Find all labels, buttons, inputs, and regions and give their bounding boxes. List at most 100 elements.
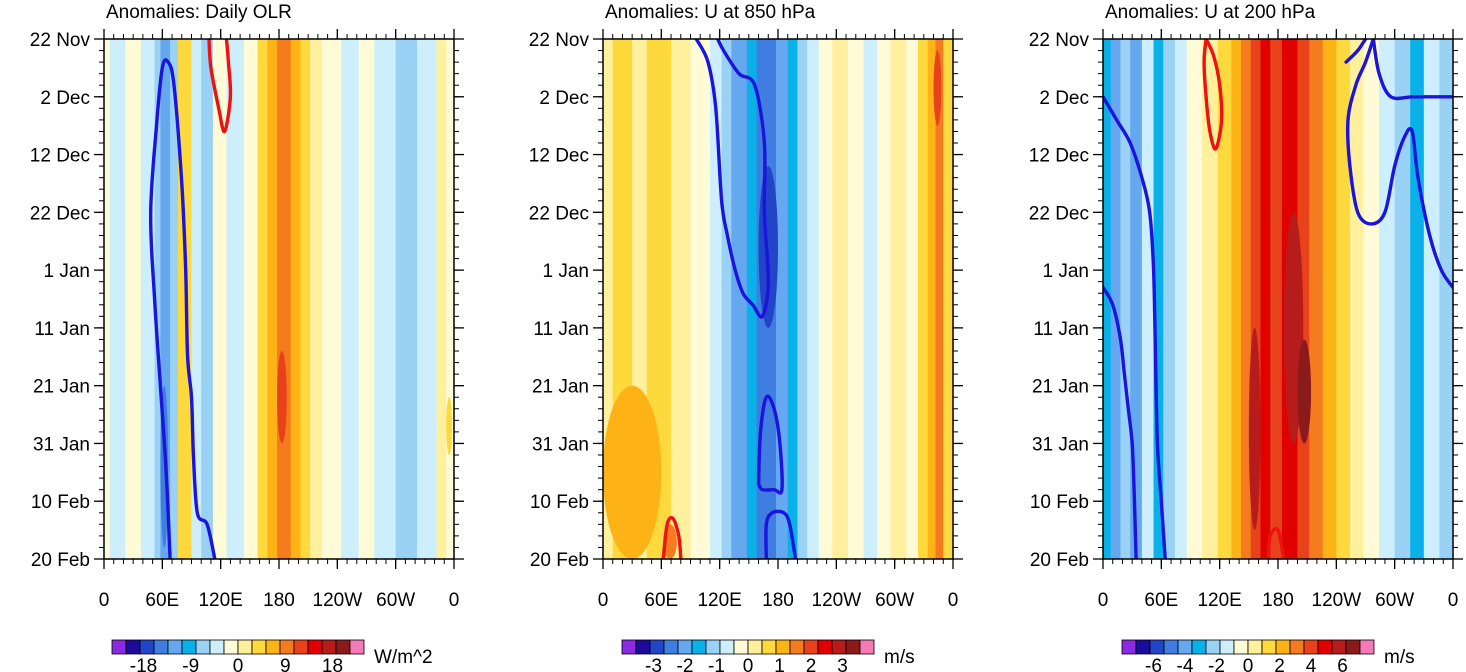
y-tick-label: 11 Jan <box>1033 319 1089 340</box>
colorbar-swatch <box>719 639 735 655</box>
contour-band <box>906 39 919 559</box>
y-tick-label: 22 Dec <box>1029 203 1089 224</box>
y-tick-label: 1 Jan <box>543 261 589 282</box>
x-tick-label: 0 <box>1448 590 1459 611</box>
contour-band <box>1202 39 1219 559</box>
contour-band <box>321 39 342 559</box>
contour-band <box>170 39 179 559</box>
negative-contour <box>1103 285 1138 559</box>
x-tick-label: 120E <box>1197 590 1241 611</box>
colorbar-swatch <box>1177 639 1193 655</box>
colorbar-swatch <box>1261 639 1277 655</box>
contour-band <box>1410 39 1425 559</box>
contour-band <box>395 39 418 559</box>
y-tick-label: 22 Dec <box>529 203 589 224</box>
panel-u850: 22 Nov 2 Dec 12 Dec 22 Dec 1 Jan 11 Jan 21 Jan… <box>529 2 963 672</box>
contour-band <box>1130 39 1143 559</box>
colorbar-swatch <box>831 639 847 655</box>
x-tick-label: 60W <box>376 590 415 611</box>
contour-band <box>731 39 748 559</box>
colorbar-swatch <box>321 639 337 655</box>
contour-band <box>787 39 798 559</box>
y-tick-label: 20 Feb <box>1030 550 1089 571</box>
y-tick-label: 31 Jan <box>1032 434 1089 455</box>
contour-band <box>1363 39 1380 559</box>
colorbar-label: -3 <box>645 656 662 672</box>
contour-band <box>1141 39 1155 559</box>
colorbar-swatch <box>209 639 225 655</box>
contour-band <box>721 39 732 559</box>
panel-u200: 22 Nov 2 Dec 12 Dec 22 Dec 1 Jan 11 Jan 21 Jan… <box>1029 2 1463 672</box>
contour-band <box>690 39 711 559</box>
contour-band <box>1103 39 1112 559</box>
colorbar-swatch <box>125 639 141 655</box>
y-tick-label: 22 Nov <box>529 30 590 51</box>
contour-band <box>125 39 142 559</box>
colorbar-swatch <box>705 639 721 655</box>
y-tick-label: 31 Jan <box>33 434 90 455</box>
contour-patch <box>1297 339 1312 444</box>
contour-patch <box>1248 327 1261 531</box>
colorbar-units: m/s <box>884 647 915 668</box>
x-tick-label: 60E <box>1144 590 1178 611</box>
y-tick-label: 20 Feb <box>31 550 90 571</box>
colorbar-label: -18 <box>130 656 157 672</box>
colorbar-swatch <box>663 639 679 655</box>
y-tick-label: 21 Jan <box>532 377 589 398</box>
colorbar-label: -2 <box>677 656 694 672</box>
contour-band <box>1260 39 1271 559</box>
contour-band <box>1110 39 1121 559</box>
contour-band <box>797 39 808 559</box>
colorbar-units: W/m^2 <box>374 647 433 668</box>
colorbar-swatch <box>803 639 819 655</box>
colorbar-label: 0 <box>1243 656 1254 672</box>
y-tick-label: 10 Feb <box>1030 492 1089 513</box>
contour-band <box>935 39 944 559</box>
contour-band <box>1120 39 1131 559</box>
colorbar-label: 3 <box>837 656 848 672</box>
contour-patch <box>603 385 662 559</box>
y-tick-label: 12 Dec <box>529 146 589 167</box>
colorbar-swatch <box>153 639 169 655</box>
colorbar-swatch <box>293 639 309 655</box>
panel-title-olr: Anomalies: Daily OLR <box>106 2 292 23</box>
colorbar-swatch <box>1289 639 1305 655</box>
colorbar-swatch <box>167 639 183 655</box>
contour-band <box>257 39 268 559</box>
x-tick-label: 120W <box>313 590 363 611</box>
colorbar: -3 -2 -1 0 1 2 3 m/s <box>621 639 915 672</box>
positive-contour <box>661 516 683 559</box>
contour-band <box>1270 39 1283 559</box>
colorbar-label: -4 <box>1177 656 1194 672</box>
contour-band <box>832 39 849 559</box>
contour-patch <box>277 351 287 444</box>
colorbar-swatch <box>279 639 295 655</box>
colorbar-swatch <box>237 639 253 655</box>
contour-band <box>154 39 161 559</box>
colorbar-swatch <box>1345 639 1361 655</box>
contour-band <box>109 39 126 559</box>
y-tick-label: 22 Nov <box>30 30 91 51</box>
y-tick-label: 10 Feb <box>530 492 589 513</box>
contour-band <box>191 39 202 559</box>
x-tick-label: 0 <box>598 590 609 611</box>
colorbar-swatch <box>621 639 637 655</box>
contour-band <box>1241 39 1252 559</box>
x-tick-label: 0 <box>449 590 460 611</box>
colorbar-swatch <box>845 639 861 655</box>
colorbar-swatch <box>691 639 707 655</box>
contour-band <box>1394 39 1411 559</box>
negative-contour <box>148 58 217 559</box>
y-tick-label: 31 Jan <box>532 434 589 455</box>
colorbar-label: 0 <box>233 656 244 672</box>
contour-band <box>1186 39 1203 559</box>
negative-contour <box>1371 39 1453 101</box>
panel-title-u850: Anomalies: U at 850 hPa <box>605 2 816 23</box>
negative-contour <box>764 509 798 559</box>
y-tick-label: 2 Dec <box>1039 88 1089 109</box>
contour-patch <box>758 166 778 328</box>
colorbar-swatch <box>349 639 365 655</box>
plot-area <box>104 39 454 559</box>
contour-band <box>104 39 111 559</box>
